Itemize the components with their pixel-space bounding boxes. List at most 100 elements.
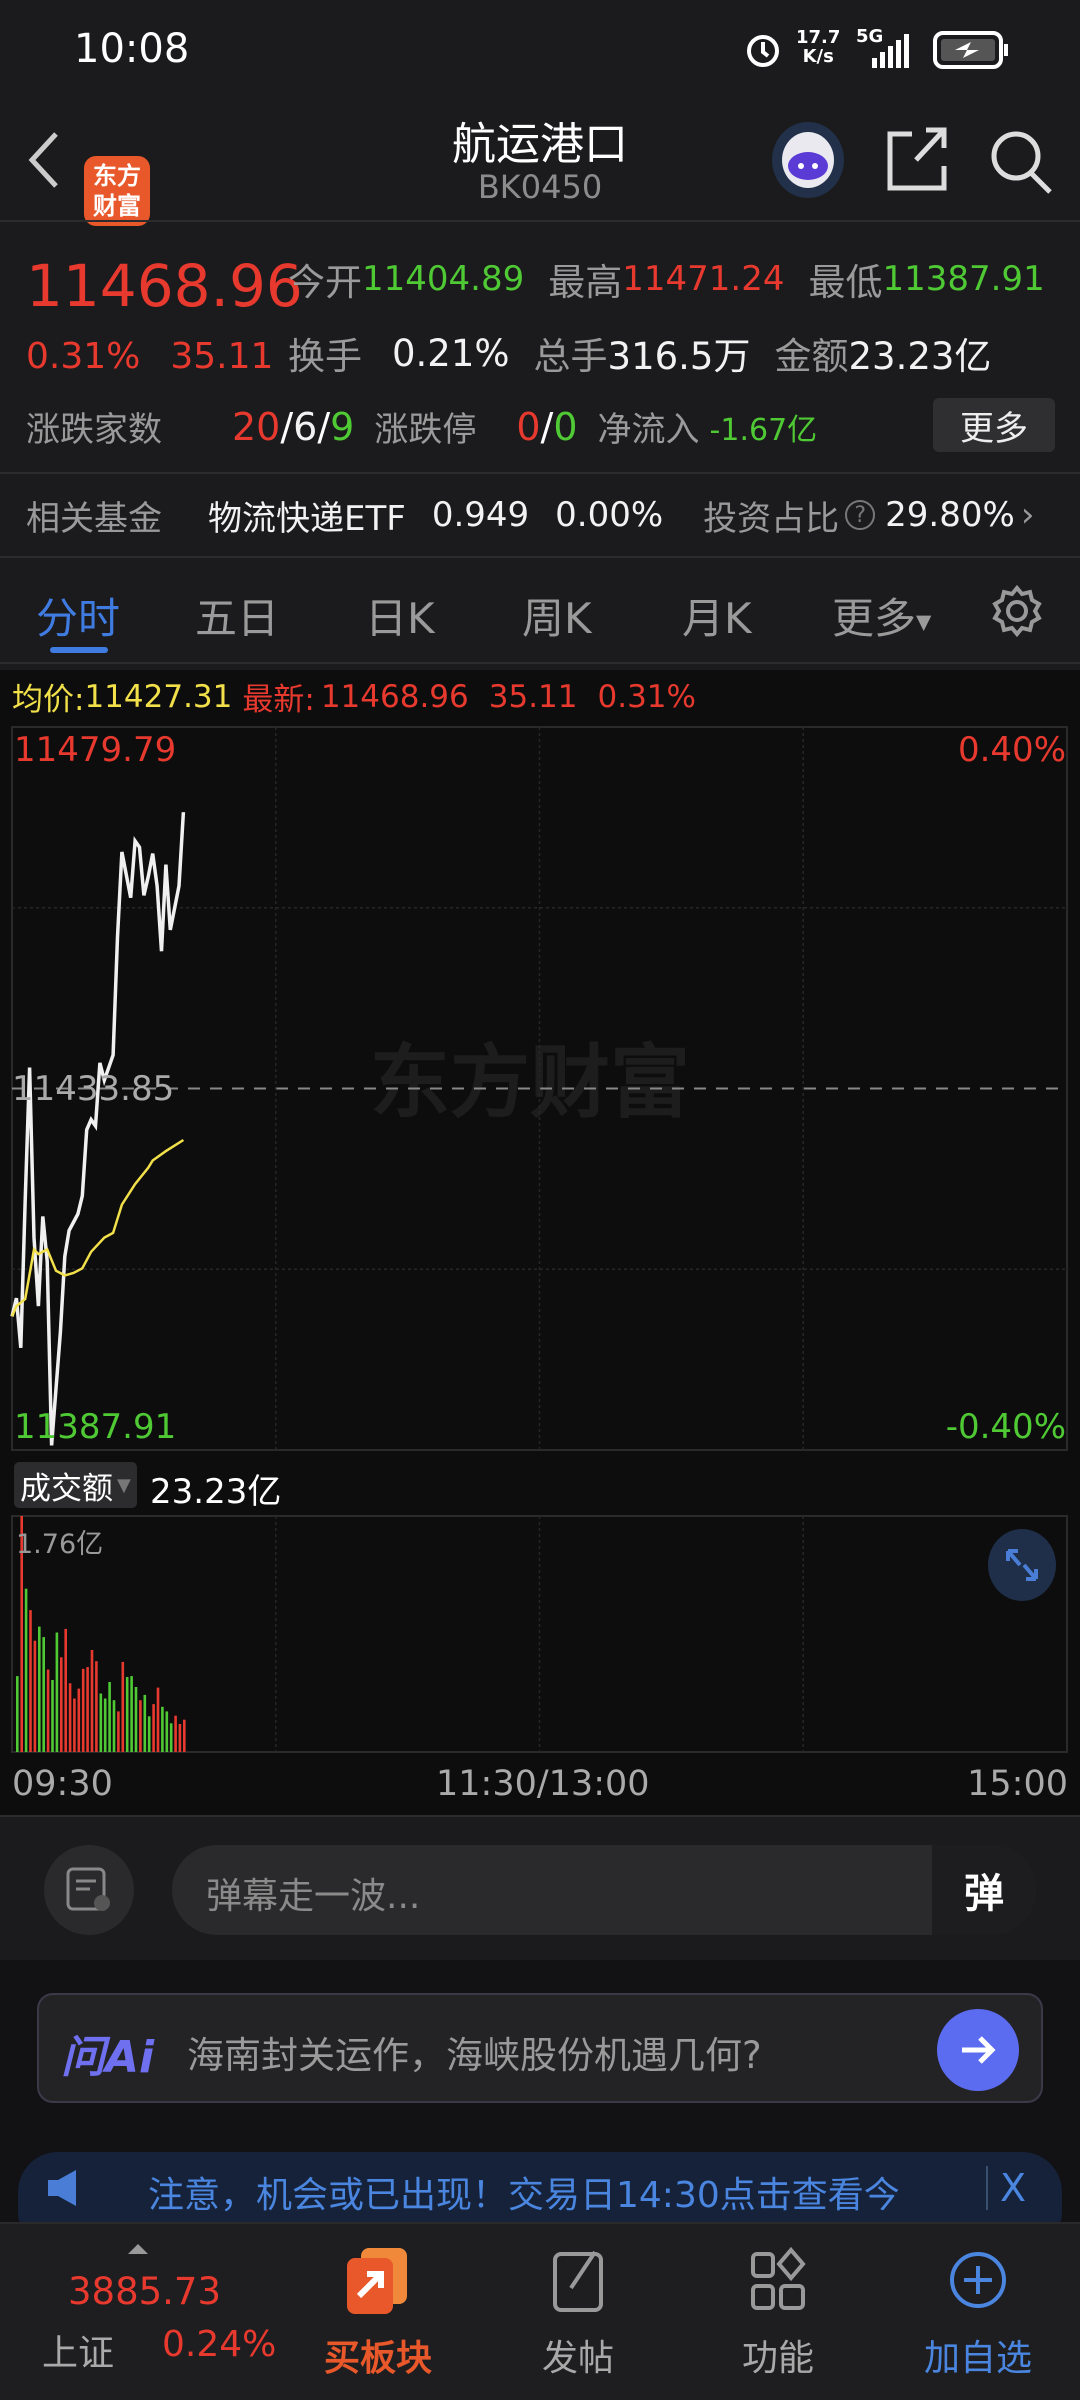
change-pct: 0.31% <box>26 336 141 377</box>
tab-intraday[interactable]: 分时 <box>36 594 121 643</box>
volume-bar <box>24 1588 28 1752</box>
volume-bar <box>51 1680 54 1752</box>
divider <box>0 472 1080 474</box>
caret-down-icon: ▼ <box>916 609 932 634</box>
related-fund-row[interactable]: 相关基金 物流快递ETF 0.949 0.00% 投资占比 ? 29.80% › <box>26 490 1066 540</box>
intraday-price-chart[interactable]: 东方财富 <box>0 720 1080 1460</box>
volume-bar <box>169 1723 173 1752</box>
divider <box>0 662 1080 664</box>
page-title: 航运港口 <box>452 119 628 170</box>
tab-five-day[interactable]: 五日 <box>195 594 280 643</box>
turnover-label: 换手 <box>288 335 362 378</box>
volume-bar <box>38 1626 41 1752</box>
volume-bar <box>183 1719 186 1752</box>
open-label: 今开 <box>288 261 362 304</box>
pct-top-label: 0.40% <box>957 730 1066 770</box>
notice-close-button[interactable]: X <box>986 2166 1026 2210</box>
volume-bar <box>33 1640 37 1752</box>
volume-bar <box>16 1676 19 1752</box>
fund-label: 相关基金 <box>26 498 162 539</box>
volume-total: 23.23亿 <box>150 1472 282 1512</box>
search-icon[interactable] <box>988 126 1054 196</box>
nav-label: 买板块 <box>323 2338 432 2379</box>
nav-buy-sector[interactable]: 买板块 <box>318 2244 438 2381</box>
post-icon <box>553 2250 603 2312</box>
indicator-label: 成交额 <box>20 1470 113 1507</box>
tab-daily-k[interactable]: 日K <box>365 594 435 643</box>
volume-bar <box>68 1683 72 1752</box>
status-time: 10:08 <box>74 26 190 72</box>
volume-chart[interactable] <box>0 1512 1080 1760</box>
tab-monthly-k[interactable]: 月K <box>682 594 752 643</box>
change-value: 35.11 <box>170 336 274 377</box>
avg-value: 11427.31 <box>84 678 233 715</box>
back-icon[interactable] <box>24 128 64 192</box>
volume-bar <box>99 1693 103 1752</box>
fund-name[interactable]: 物流快递ETF <box>208 498 406 539</box>
danmaku-input[interactable]: 弹幕走一波... 弹 <box>172 1845 1036 1935</box>
robot-avatar-icon[interactable] <box>770 120 846 200</box>
y-top-label: 11479.79 <box>14 730 177 770</box>
network-type: 5G <box>856 26 884 47</box>
amount-label: 金额 <box>774 335 849 378</box>
tab-more[interactable]: 更多▼ <box>832 585 931 646</box>
down-count: 9 <box>330 404 355 449</box>
volume-bar <box>55 1632 59 1752</box>
limit-label: 涨跌停 <box>374 410 477 450</box>
index-name[interactable]: 上证 <box>42 2333 115 2374</box>
low-label: 最低 <box>808 261 883 304</box>
danmaku-toggle-button[interactable]: 弹 <box>932 1845 1036 1935</box>
volume-bar <box>73 1698 76 1752</box>
nav-add-watchlist[interactable]: 加自选 <box>918 2244 1038 2381</box>
volume-bar <box>174 1715 177 1752</box>
chart-info-bar: 均价: 11427.31 最新: 11468.96 35.11 0.31% <box>12 674 696 719</box>
volume-bar <box>125 1677 129 1752</box>
caret-down-icon: ▼ <box>117 1474 131 1496</box>
index-value[interactable]: 3885.73 <box>68 2270 222 2313</box>
buy-sector-icon <box>347 2248 407 2314</box>
share-icon[interactable] <box>886 126 948 192</box>
ratio-label: 投资占比 <box>703 498 840 539</box>
volume-bar <box>121 1661 125 1752</box>
more-stats-button[interactable]: 更多 <box>933 398 1055 452</box>
nav-functions[interactable]: 功能 <box>718 2244 838 2381</box>
nav-label: 加自选 <box>923 2338 1032 2379</box>
netflow-value: -1.67亿 <box>709 412 818 448</box>
latest-change-pct: 0.31% <box>597 678 696 715</box>
average-price-line <box>10 1138 185 1317</box>
ai-question-box[interactable]: 问Ai 海南封关运作，海峡股份机遇几何? <box>37 1993 1043 2103</box>
volume-bar <box>20 1516 23 1752</box>
tab-weekly-k[interactable]: 周K <box>522 594 592 643</box>
ai-send-button[interactable] <box>937 2009 1019 2091</box>
indicator-selector[interactable]: 成交额 ▼ <box>14 1462 137 1508</box>
volume-bar <box>46 1669 50 1752</box>
price-line <box>10 812 186 1446</box>
fund-price: 0.949 <box>431 495 530 535</box>
volume-label: 总手 <box>533 335 608 378</box>
latest-value: 11468.96 <box>320 678 469 715</box>
index-up-arrow-icon <box>128 2244 148 2254</box>
settings-gear-icon[interactable] <box>990 584 1044 638</box>
volume-bar <box>29 1610 32 1752</box>
current-price: 11468.96 <box>26 252 303 320</box>
add-watchlist-icon <box>950 2252 1006 2308</box>
volume-bar <box>130 1676 133 1752</box>
volume-bar <box>108 1682 111 1752</box>
danmaku-settings-button[interactable] <box>44 1845 134 1935</box>
index-change: 0.24% <box>162 2324 277 2365</box>
volume-bar <box>103 1698 107 1752</box>
ratio-value: 29.80% <box>885 495 1015 535</box>
danmaku-settings-icon <box>66 1867 110 1911</box>
netflow-label: 净流入 <box>597 410 700 450</box>
active-tab-indicator <box>50 647 108 653</box>
help-icon[interactable]: ? <box>845 500 876 530</box>
x-tick-start: 09:30 <box>12 1764 113 1804</box>
volume-bar <box>77 1688 81 1752</box>
expand-chart-button[interactable] <box>988 1529 1056 1601</box>
nav-post[interactable]: 发帖 <box>518 2244 638 2381</box>
latest-label: 最新: <box>242 682 315 718</box>
tab-more-label: 更多 <box>832 594 917 643</box>
app-logo[interactable]: 东方财富 <box>84 156 150 226</box>
x-tick-end: 15:00 <box>967 1764 1068 1804</box>
open-value: 11404.89 <box>362 259 525 299</box>
